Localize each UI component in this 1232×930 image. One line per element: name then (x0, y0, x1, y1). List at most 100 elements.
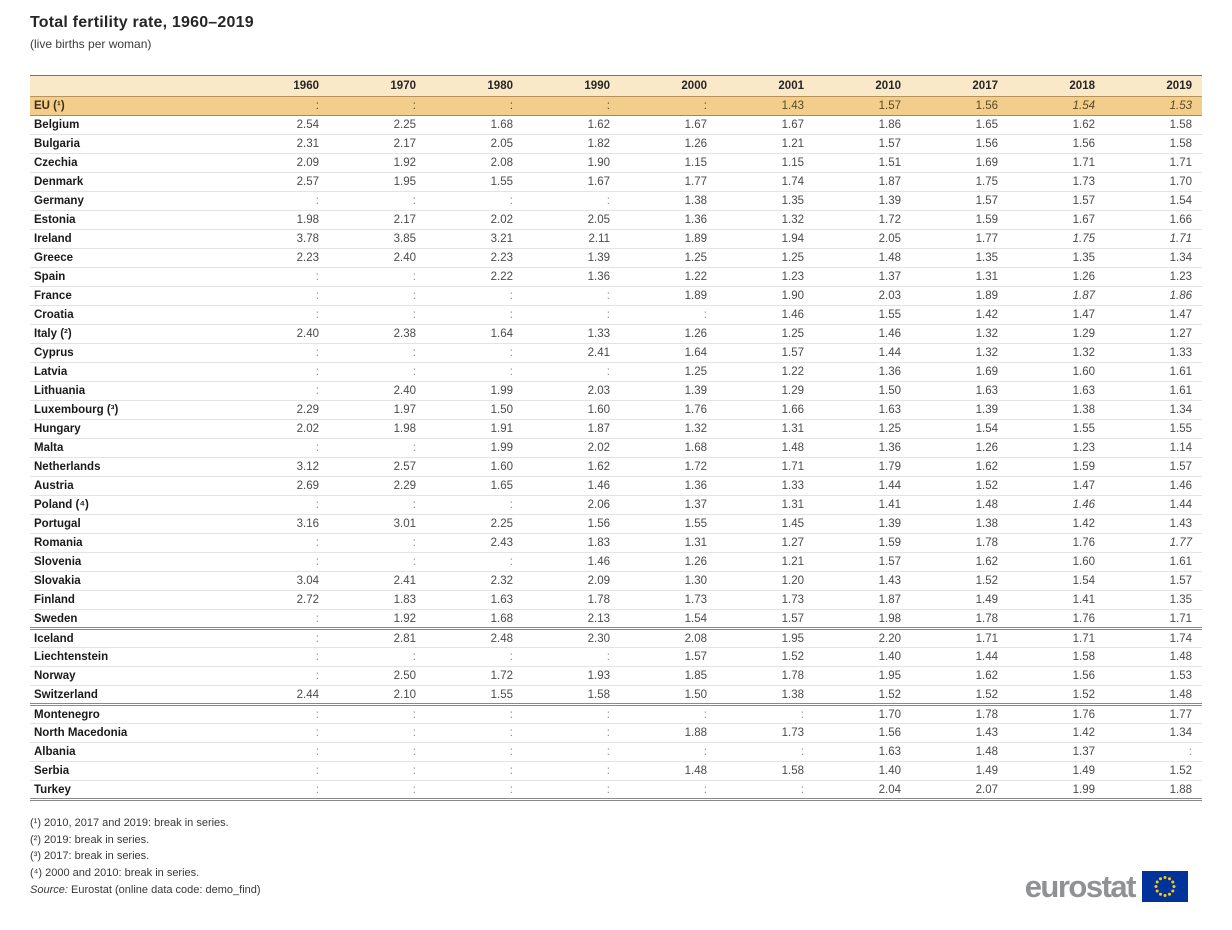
column-header-2017: 2017 (911, 75, 1008, 97)
value-cell: 1.32 (911, 324, 1008, 344)
value-cell: 1.71 (1008, 153, 1105, 173)
value-cell: 1.58 (717, 761, 814, 781)
value-cell: 1.33 (717, 476, 814, 496)
value-cell: 1.82 (523, 134, 620, 154)
row-label: Albania (30, 742, 232, 762)
value-cell: 1.53 (1105, 666, 1202, 686)
value-cell: 1.48 (814, 248, 911, 268)
value-cell: 1.38 (1008, 400, 1105, 420)
column-header-2010: 2010 (814, 75, 911, 97)
value-cell: 1.26 (620, 552, 717, 572)
value-cell: 1.72 (814, 210, 911, 230)
value-cell: : (329, 305, 426, 325)
value-cell: 1.15 (620, 153, 717, 173)
column-header-2000: 2000 (620, 75, 717, 97)
value-cell: 1.88 (1105, 780, 1202, 801)
value-cell: 1.56 (1008, 666, 1105, 686)
table-row: Lithuania:2.40 1.99 2.03 1.39 1.29 1.50 1.63 1.… (30, 381, 1202, 401)
value-cell: 1.59 (911, 210, 1008, 230)
value-cell: 2.69 (232, 476, 329, 496)
value-cell: 1.67 (717, 115, 814, 135)
value-cell: 1.65 (426, 476, 523, 496)
value-cell: : (426, 761, 523, 781)
table-row: Cyprus:::2.41 1.64 1.57 1.44 1.32 1.32 1.33 (30, 343, 1202, 363)
value-cell: 1.31 (620, 533, 717, 553)
value-cell: : (329, 495, 426, 515)
value-cell: 1.43 (911, 723, 1008, 743)
footnote-3: (³) 2017: break in series. (30, 850, 150, 862)
value-cell: 1.87 (814, 172, 911, 192)
value-cell: 2.50 (329, 666, 426, 686)
row-label: Turkey (30, 780, 232, 801)
eurostat-logo-text: eurostat (1024, 869, 1137, 904)
value-cell: 1.95 (717, 628, 814, 648)
value-cell: 2.03 (814, 286, 911, 306)
value-cell: 2.08 (620, 628, 717, 648)
value-cell: 1.77 (620, 172, 717, 192)
value-cell: 1.57 (1105, 571, 1202, 591)
column-header-1980: 1980 (426, 75, 523, 97)
value-cell: 1.26 (1008, 267, 1105, 287)
value-cell: 1.36 (814, 362, 911, 382)
value-cell: : (232, 191, 329, 211)
value-cell: 1.54 (1105, 191, 1202, 211)
value-cell: 1.40 (814, 647, 911, 667)
value-cell: 1.29 (717, 381, 814, 401)
value-cell: 1.63 (1008, 381, 1105, 401)
value-cell: 1.30 (620, 571, 717, 591)
value-cell: 2.72 (232, 590, 329, 610)
table-row: Switzerland 2.44 2.10 1.55 1.58 1.50 1.38 1.52 1… (30, 685, 1202, 706)
table-row: Estonia 1.98 2.17 2.02 2.05 1.36 1.32 1.72 1.59 1… (30, 210, 1202, 230)
value-cell: : (426, 286, 523, 306)
value-cell: : (426, 191, 523, 211)
value-cell: 1.92 (329, 153, 426, 173)
value-cell: : (232, 723, 329, 743)
value-cell: 1.50 (814, 381, 911, 401)
table-row: Latvia::::1.25 1.22 1.36 1.69 1.60 1.61 (30, 362, 1202, 382)
value-cell: 1.46 (1008, 495, 1105, 515)
value-cell: 1.42 (1008, 723, 1105, 743)
value-cell: : (329, 761, 426, 781)
value-cell: 2.40 (232, 324, 329, 344)
value-cell: 1.68 (620, 438, 717, 458)
value-cell: 1.52 (717, 647, 814, 667)
value-cell: 1.93 (523, 666, 620, 686)
table-row: Netherlands 3.12 2.57 1.60 1.62 1.72 1.71 1.79 1… (30, 457, 1202, 477)
table-row: Greece 2.23 2.40 2.23 1.39 1.25 1.25 1.48 1.35 1.… (30, 248, 1202, 268)
value-cell: 1.67 (1008, 210, 1105, 230)
value-cell: 1.57 (911, 191, 1008, 211)
value-cell: 1.62 (523, 115, 620, 135)
value-cell: 1.52 (911, 571, 1008, 591)
value-cell: 1.69 (911, 153, 1008, 173)
value-cell: 2.05 (523, 210, 620, 230)
value-cell: : (232, 647, 329, 667)
table-row: Sweden:1.92 1.68 2.13 1.54 1.57 1.98 1.78 1.76 1… (30, 609, 1202, 630)
table-row: Ireland 3.78 3.85 3.21 2.11 1.89 1.94 2.05 1.77 1… (30, 229, 1202, 249)
value-cell: 1.67 (620, 115, 717, 135)
value-cell: 1.66 (717, 400, 814, 420)
value-cell: : (523, 191, 620, 211)
value-cell: 1.23 (1008, 438, 1105, 458)
value-cell: 1.99 (426, 381, 523, 401)
value-cell: 1.38 (717, 685, 814, 706)
value-cell: 1.58 (1008, 647, 1105, 667)
value-cell: 3.01 (329, 514, 426, 534)
value-cell: : (232, 704, 329, 724)
value-cell: 1.15 (717, 153, 814, 173)
row-label: France (30, 286, 232, 306)
value-cell: 1.95 (329, 172, 426, 192)
row-label: Belgium (30, 115, 232, 135)
value-cell: 1.53 (1105, 96, 1202, 116)
value-cell: 1.57 (620, 647, 717, 667)
value-cell: 1.58 (523, 685, 620, 706)
value-cell: : (329, 647, 426, 667)
value-cell: 1.94 (717, 229, 814, 249)
value-cell: 1.73 (1008, 172, 1105, 192)
value-cell: 1.48 (1105, 647, 1202, 667)
table-row: Slovenia:::1.46 1.26 1.21 1.57 1.62 1.60 1.61 (30, 552, 1202, 572)
column-header-2001: 2001 (717, 75, 814, 97)
value-cell: 1.35 (1105, 590, 1202, 610)
value-cell: 1.41 (814, 495, 911, 515)
value-cell: : (426, 647, 523, 667)
page-title: Total fertility rate, 1960–2019 (30, 14, 254, 31)
